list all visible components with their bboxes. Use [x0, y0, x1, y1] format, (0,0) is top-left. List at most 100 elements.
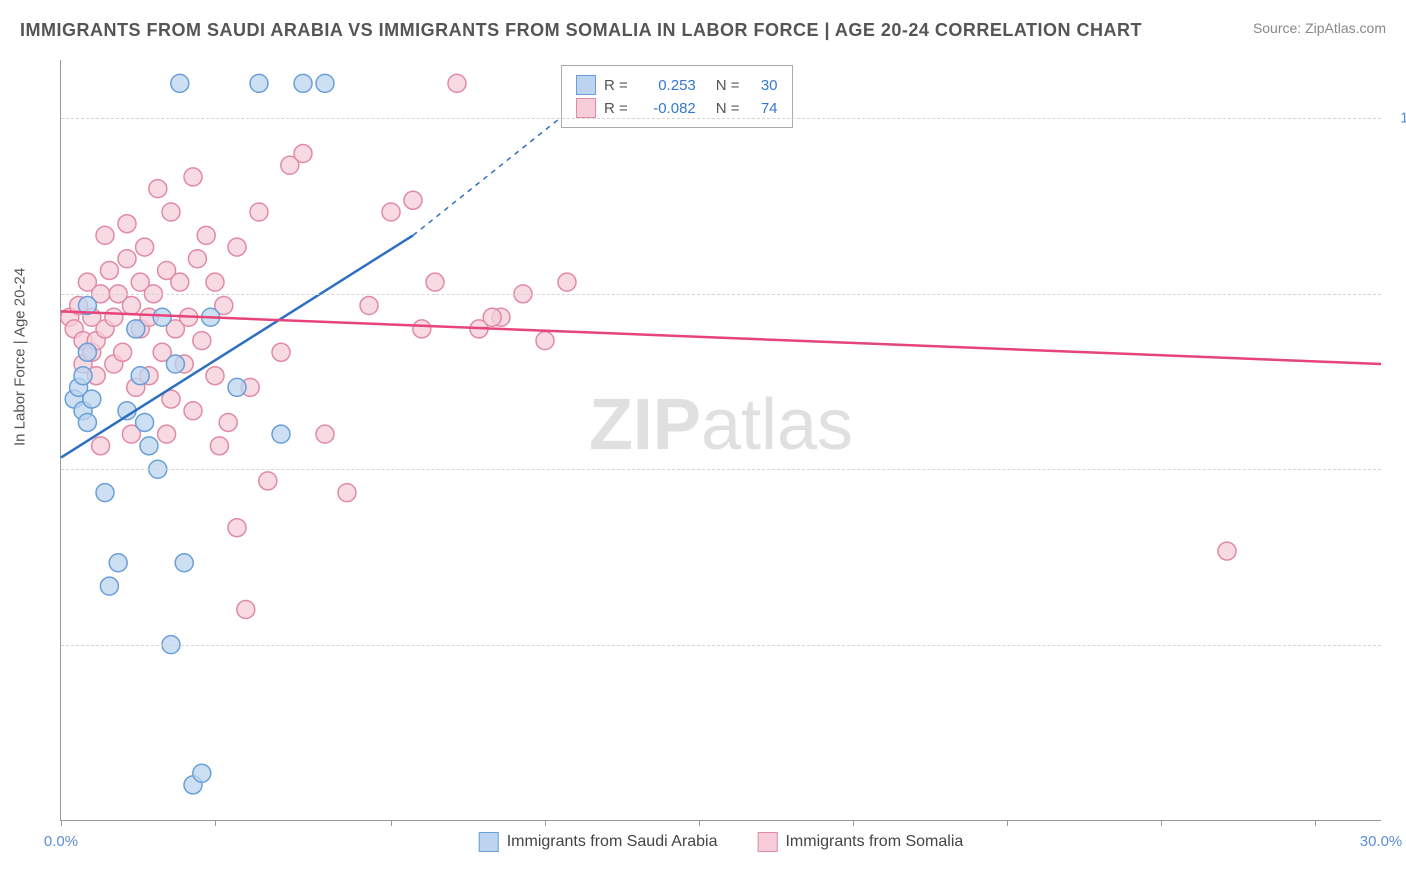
scatter-point: [294, 74, 312, 92]
scatter-point: [360, 297, 378, 315]
scatter-point: [206, 367, 224, 385]
scatter-point: [536, 332, 554, 350]
scatter-point: [448, 74, 466, 92]
x-tick-mark: [1161, 820, 1162, 826]
gridline-h: [61, 294, 1381, 295]
scatter-point: [153, 308, 171, 326]
scatter-point: [149, 180, 167, 198]
x-tick-mark: [699, 820, 700, 826]
scatter-point: [171, 273, 189, 291]
r-label: R =: [604, 100, 628, 117]
scatter-point: [193, 332, 211, 350]
x-tick-label: 0.0%: [44, 833, 78, 850]
scatter-point: [131, 367, 149, 385]
scatter-point: [78, 343, 96, 361]
scatter-point: [136, 238, 154, 256]
scatter-point: [105, 308, 123, 326]
scatter-point: [294, 145, 312, 163]
scatter-point: [127, 320, 145, 338]
r-value: 0.253: [636, 77, 696, 94]
scatter-point: [83, 390, 101, 408]
scatter-point: [228, 519, 246, 537]
scatter-point: [316, 74, 334, 92]
scatter-point: [228, 378, 246, 396]
scatter-point: [96, 226, 114, 244]
scatter-point: [140, 437, 158, 455]
scatter-point: [166, 355, 184, 373]
legend-stats-row: R = 0.253 N = 30: [576, 75, 778, 95]
scatter-point: [193, 764, 211, 782]
scatter-point: [109, 554, 127, 572]
gridline-h: [61, 118, 1381, 119]
x-tick-mark: [391, 820, 392, 826]
x-tick-mark: [1315, 820, 1316, 826]
r-value: -0.082: [636, 100, 696, 117]
scatter-point: [250, 203, 268, 221]
scatter-point: [78, 413, 96, 431]
scatter-point: [158, 425, 176, 443]
series-legend: Immigrants from Saudi Arabia Immigrants …: [479, 832, 964, 852]
scatter-point: [338, 484, 356, 502]
scatter-point: [426, 273, 444, 291]
gridline-h: [61, 645, 1381, 646]
n-label: N =: [716, 77, 740, 94]
n-value: 74: [748, 100, 778, 117]
scatter-point: [259, 472, 277, 490]
scatter-point: [228, 238, 246, 256]
scatter-point: [316, 425, 334, 443]
scatter-point: [74, 367, 92, 385]
source-label: Source: ZipAtlas.com: [1253, 20, 1386, 36]
scatter-point: [184, 168, 202, 186]
legend-swatch-saudi: [479, 832, 499, 852]
scatter-point: [206, 273, 224, 291]
scatter-point: [162, 203, 180, 221]
scatter-point: [184, 402, 202, 420]
scatter-point: [558, 273, 576, 291]
scatter-point: [272, 343, 290, 361]
scatter-point: [96, 484, 114, 502]
scatter-point: [100, 261, 118, 279]
legend-swatch: [576, 98, 596, 118]
legend-stats-row: R = -0.082 N = 74: [576, 98, 778, 118]
scatter-point: [118, 215, 136, 233]
x-tick-mark: [1007, 820, 1008, 826]
scatter-point: [92, 437, 110, 455]
legend-item-saudi: Immigrants from Saudi Arabia: [479, 832, 718, 852]
regression-line: [61, 311, 1381, 364]
legend-swatch-somalia: [757, 832, 777, 852]
y-axis-label: In Labor Force | Age 20-24: [12, 268, 29, 446]
legend-item-somalia: Immigrants from Somalia: [757, 832, 963, 852]
x-tick-mark: [545, 820, 546, 826]
scatter-point: [118, 250, 136, 268]
scatter-point: [122, 297, 140, 315]
legend-label-saudi: Immigrants from Saudi Arabia: [507, 833, 718, 851]
scatter-point: [188, 250, 206, 268]
scatter-plot-svg: [61, 60, 1381, 820]
n-label: N =: [716, 100, 740, 117]
n-value: 30: [748, 77, 778, 94]
scatter-point: [197, 226, 215, 244]
scatter-point: [413, 320, 431, 338]
scatter-point: [250, 74, 268, 92]
legend-swatch: [576, 75, 596, 95]
scatter-point: [210, 437, 228, 455]
x-tick-mark: [215, 820, 216, 826]
scatter-point: [483, 308, 501, 326]
scatter-point: [219, 413, 237, 431]
scatter-point: [100, 577, 118, 595]
scatter-point: [404, 191, 422, 209]
scatter-point: [171, 74, 189, 92]
scatter-point: [1218, 542, 1236, 560]
scatter-point: [136, 413, 154, 431]
chart-plot-area: ZIPatlas R =0.253N =30R =-0.082N =74 Imm…: [60, 60, 1381, 821]
chart-title: IMMIGRANTS FROM SAUDI ARABIA VS IMMIGRAN…: [20, 20, 1142, 41]
x-tick-mark: [61, 820, 62, 826]
y-tick-label: 100.0%: [1400, 110, 1406, 127]
legend-label-somalia: Immigrants from Somalia: [785, 833, 963, 851]
scatter-point: [272, 425, 290, 443]
scatter-point: [114, 343, 132, 361]
scatter-point: [175, 554, 193, 572]
r-label: R =: [604, 77, 628, 94]
scatter-point: [382, 203, 400, 221]
x-tick-mark: [853, 820, 854, 826]
